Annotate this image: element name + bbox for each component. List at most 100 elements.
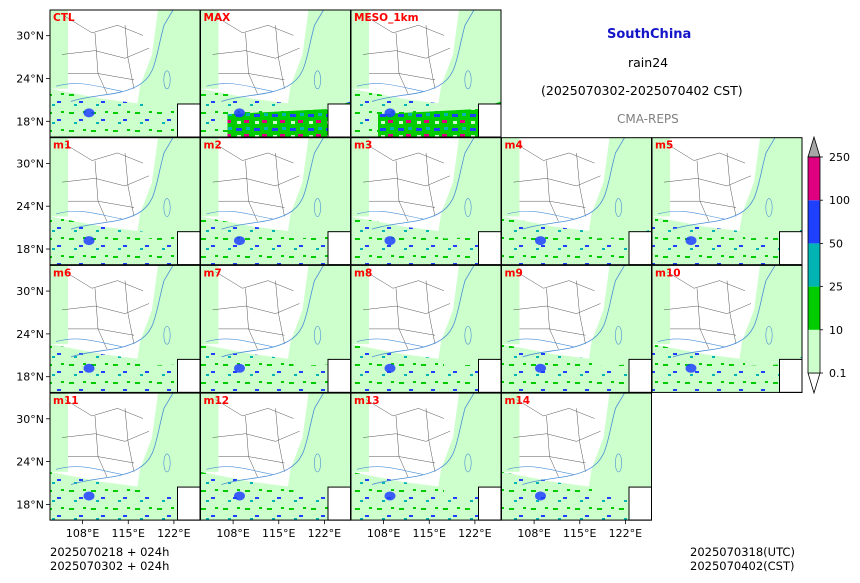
heavy-rain-band: [77, 484, 200, 521]
y-tick-label: 30°N: [16, 157, 44, 170]
river: [356, 466, 424, 475]
map-panel-m4: m4: [501, 137, 652, 266]
taiwan-outline: [313, 453, 321, 473]
x-tick-label: 115°E: [262, 527, 295, 540]
map-panel-m6: m6: [49, 264, 201, 393]
map-panel-max: MAX: [200, 9, 351, 138]
heavy-rain-band: [227, 356, 351, 393]
y-tick-label: 18°N: [16, 243, 44, 256]
river: [206, 83, 273, 92]
light-rain-west: [652, 265, 670, 345]
map-panel-meso-1km: MESO_1km: [350, 9, 502, 138]
taiwan-outline: [614, 453, 622, 473]
coastline: [672, 137, 776, 230]
province-borders: [362, 399, 451, 478]
coastline: [522, 265, 625, 358]
taiwan-outline: [464, 453, 472, 473]
panel-frame: [651, 264, 803, 393]
map-panel-m7: m7: [200, 264, 351, 393]
light-rain-west: [351, 137, 369, 217]
hainan-island: [83, 363, 95, 373]
heavy-rain-band: [77, 229, 200, 265]
colorbar-segment: [808, 286, 820, 330]
scs-inset: [327, 358, 351, 393]
taiwan-outline: [765, 325, 773, 345]
hainan-island: [83, 491, 95, 501]
hainan-island: [384, 363, 396, 373]
heavy-rain-band: [77, 356, 200, 393]
hainan-island: [234, 236, 245, 246]
province-borders: [61, 16, 150, 94]
valid-time-cst: 2025070402(CST): [690, 559, 795, 573]
hainan-island: [384, 491, 396, 501]
panel-label: MAX: [204, 12, 231, 24]
river: [657, 338, 725, 347]
scs-inset: [177, 486, 201, 521]
x-tick-label: 108°E: [517, 527, 550, 540]
region-title: SouthChina: [607, 27, 692, 42]
province-borders: [513, 271, 601, 350]
coastline: [70, 265, 174, 358]
coastline: [371, 10, 475, 102]
province-borders: [362, 16, 451, 94]
map-panel-m3: m3: [350, 137, 502, 266]
taiwan-outline: [163, 325, 171, 345]
river: [206, 338, 273, 347]
coastline: [522, 137, 625, 230]
source-label: CMA-REPS: [617, 112, 679, 126]
light-rain-west: [501, 137, 520, 217]
heavy-rain-band: [227, 484, 351, 521]
coastline: [70, 10, 174, 102]
province-borders: [61, 399, 150, 478]
colorbar-segment: [808, 329, 820, 373]
panel-label: m9: [505, 267, 523, 279]
x-tick-label: 122°E: [157, 527, 190, 540]
heavy-rain-band: [528, 484, 652, 521]
init-time-cst: 2025070302 + 024h: [50, 559, 170, 573]
colorbar-frame: [807, 156, 821, 374]
taiwan-outline: [163, 198, 171, 217]
y-tick-label: 30°N: [16, 285, 44, 298]
scs-inset: [628, 358, 652, 393]
coastline: [221, 265, 324, 358]
colorbar-label: 100: [829, 194, 850, 207]
province-borders: [61, 271, 150, 350]
y-tick-label: 30°N: [16, 413, 44, 426]
scs-inset: [327, 103, 351, 138]
period-title: (2025070302-2025070402 CST): [541, 83, 743, 98]
scs-inset: [327, 486, 351, 521]
colorbar-label: 250: [829, 151, 850, 164]
light-rain-west: [50, 393, 68, 472]
taiwan-outline: [313, 198, 321, 217]
river: [206, 210, 273, 220]
light-rain-west: [50, 10, 68, 89]
scs-inset: [327, 231, 351, 266]
colorbar-extend-min: [807, 372, 821, 395]
heavy-rain-band: [378, 356, 501, 393]
river: [356, 83, 424, 92]
province-borders: [513, 399, 601, 478]
coastline: [522, 393, 625, 485]
panel-label: CTL: [53, 12, 75, 24]
y-tick-label: 24°N: [16, 72, 44, 85]
scs-inset: [478, 231, 502, 266]
river: [55, 210, 123, 220]
taiwan-outline: [163, 70, 171, 90]
scs-inset: [628, 231, 652, 266]
y-tick-label: 18°N: [16, 115, 44, 128]
coastline: [371, 393, 475, 485]
light-rain-west: [50, 137, 68, 217]
scs-inset: [177, 103, 201, 138]
heavy-rain-band: [679, 356, 802, 393]
map-panel-m10: m10: [651, 264, 803, 393]
coastline: [221, 137, 324, 230]
init-time-utc: 2025070218 + 024h: [50, 545, 170, 559]
map-panel-m2: m2: [200, 137, 351, 266]
river: [55, 466, 123, 475]
taiwan-outline: [313, 70, 321, 90]
river: [206, 466, 273, 475]
coastline: [371, 265, 475, 358]
heavy-rain-band: [378, 484, 501, 521]
map-panel-m12: m12: [200, 392, 351, 521]
